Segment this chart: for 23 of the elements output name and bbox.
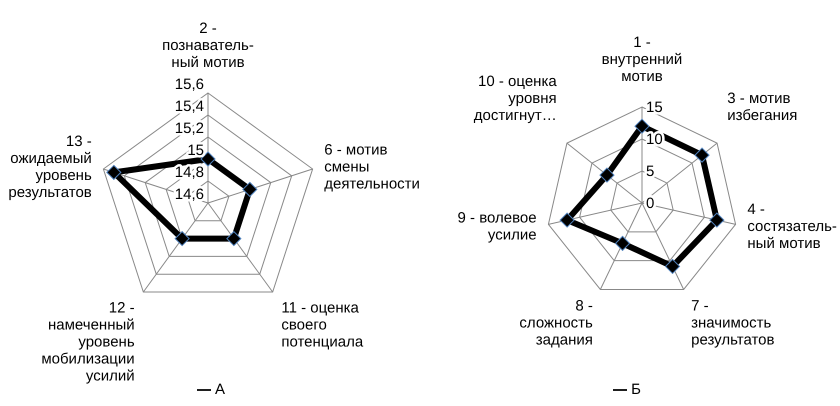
legend-label: Б <box>631 381 641 398</box>
spoke-label: 7 - значимость результатов <box>691 298 775 349</box>
spoke-label: 9 - волевое усилие <box>458 210 537 244</box>
legend-label: А <box>214 381 225 398</box>
y-tick-label: 14,8 <box>174 164 204 181</box>
spoke-label: 4 - состязатель-ный мотив <box>747 201 837 252</box>
spoke-label: 2 - познаватель-ный мотив <box>162 20 254 71</box>
y-tick-label: 15,4 <box>174 98 204 115</box>
spoke-label: 13 - ожидаемый уровень результатов <box>8 133 92 202</box>
y-tick-label: 5 <box>646 163 654 180</box>
spoke-label: 8 - сложность задания <box>519 298 594 349</box>
y-tick-label: 15 <box>646 99 663 116</box>
y-tick-label: 15,6 <box>174 76 204 93</box>
spoke-label: 1 - внутренний мотив <box>602 34 682 85</box>
spoke-label: 12 - намеченный уровень мобилизации усилий <box>41 299 135 384</box>
spoke-label: 11 - оценка своего потенциала <box>281 299 364 350</box>
spoke-label: 6 - мотив смены деятельности <box>324 142 420 193</box>
y-tick-label: 15,2 <box>174 120 204 137</box>
y-tick-label: 15 <box>187 142 204 159</box>
spoke-label: 10 - оценка уровня достигнут… <box>474 73 558 124</box>
spoke-label: 3 - мотив избегания <box>727 90 798 124</box>
y-tick-label: 14,6 <box>174 186 204 203</box>
y-tick-label: 0 <box>646 195 654 212</box>
